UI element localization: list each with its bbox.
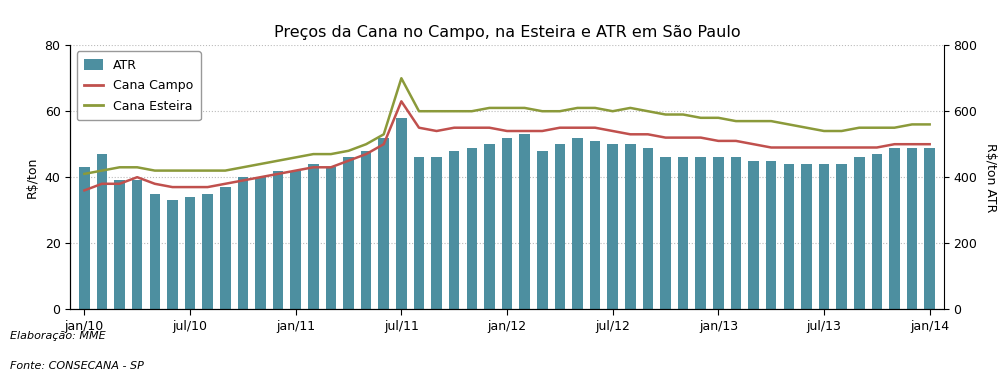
Title: Preços da Cana no Campo, na Esteira e ATR em São Paulo: Preços da Cana no Campo, na Esteira e AT… bbox=[274, 25, 739, 40]
Bar bbox=[255, 177, 266, 309]
Bar bbox=[800, 164, 810, 309]
Bar bbox=[607, 144, 618, 309]
Bar bbox=[572, 138, 582, 309]
Bar bbox=[519, 134, 530, 309]
Bar bbox=[203, 194, 213, 309]
Bar bbox=[537, 151, 547, 309]
Bar bbox=[466, 147, 476, 309]
Legend: ATR, Cana Campo, Cana Esteira: ATR, Cana Campo, Cana Esteira bbox=[76, 52, 201, 121]
Bar bbox=[273, 171, 283, 309]
Bar bbox=[589, 141, 600, 309]
Bar bbox=[854, 158, 864, 309]
Bar bbox=[114, 181, 124, 309]
Bar bbox=[782, 164, 793, 309]
Bar bbox=[554, 144, 565, 309]
Bar bbox=[448, 151, 459, 309]
Bar bbox=[395, 118, 406, 309]
Bar bbox=[431, 158, 441, 309]
Bar bbox=[290, 171, 301, 309]
Text: Elaboração: MME: Elaboração: MME bbox=[10, 331, 105, 341]
Bar bbox=[413, 158, 424, 309]
Bar bbox=[835, 164, 847, 309]
Bar bbox=[765, 161, 775, 309]
Bar bbox=[730, 158, 740, 309]
Bar bbox=[343, 158, 353, 309]
Bar bbox=[185, 197, 196, 309]
Bar bbox=[660, 158, 670, 309]
Bar bbox=[325, 167, 336, 309]
Bar bbox=[642, 147, 653, 309]
Bar bbox=[96, 154, 107, 309]
Bar bbox=[625, 144, 635, 309]
Text: Fonte: CONSECANA - SP: Fonte: CONSECANA - SP bbox=[10, 362, 143, 371]
Bar bbox=[220, 187, 231, 309]
Bar bbox=[924, 147, 934, 309]
Bar bbox=[149, 194, 159, 309]
Bar bbox=[238, 177, 248, 309]
Bar bbox=[131, 181, 142, 309]
Bar bbox=[817, 164, 828, 309]
Bar bbox=[308, 164, 318, 309]
Bar bbox=[747, 161, 758, 309]
Bar bbox=[677, 158, 688, 309]
Bar bbox=[695, 158, 705, 309]
Bar bbox=[889, 147, 899, 309]
Y-axis label: R$/ton: R$/ton bbox=[26, 156, 39, 198]
Bar bbox=[502, 138, 512, 309]
Bar bbox=[906, 147, 917, 309]
Bar bbox=[712, 158, 723, 309]
Bar bbox=[360, 151, 371, 309]
Y-axis label: R$/ton ATR: R$/ton ATR bbox=[983, 143, 996, 212]
Bar bbox=[79, 167, 89, 309]
Bar bbox=[871, 154, 882, 309]
Bar bbox=[378, 138, 388, 309]
Bar bbox=[166, 200, 178, 309]
Bar bbox=[483, 144, 494, 309]
